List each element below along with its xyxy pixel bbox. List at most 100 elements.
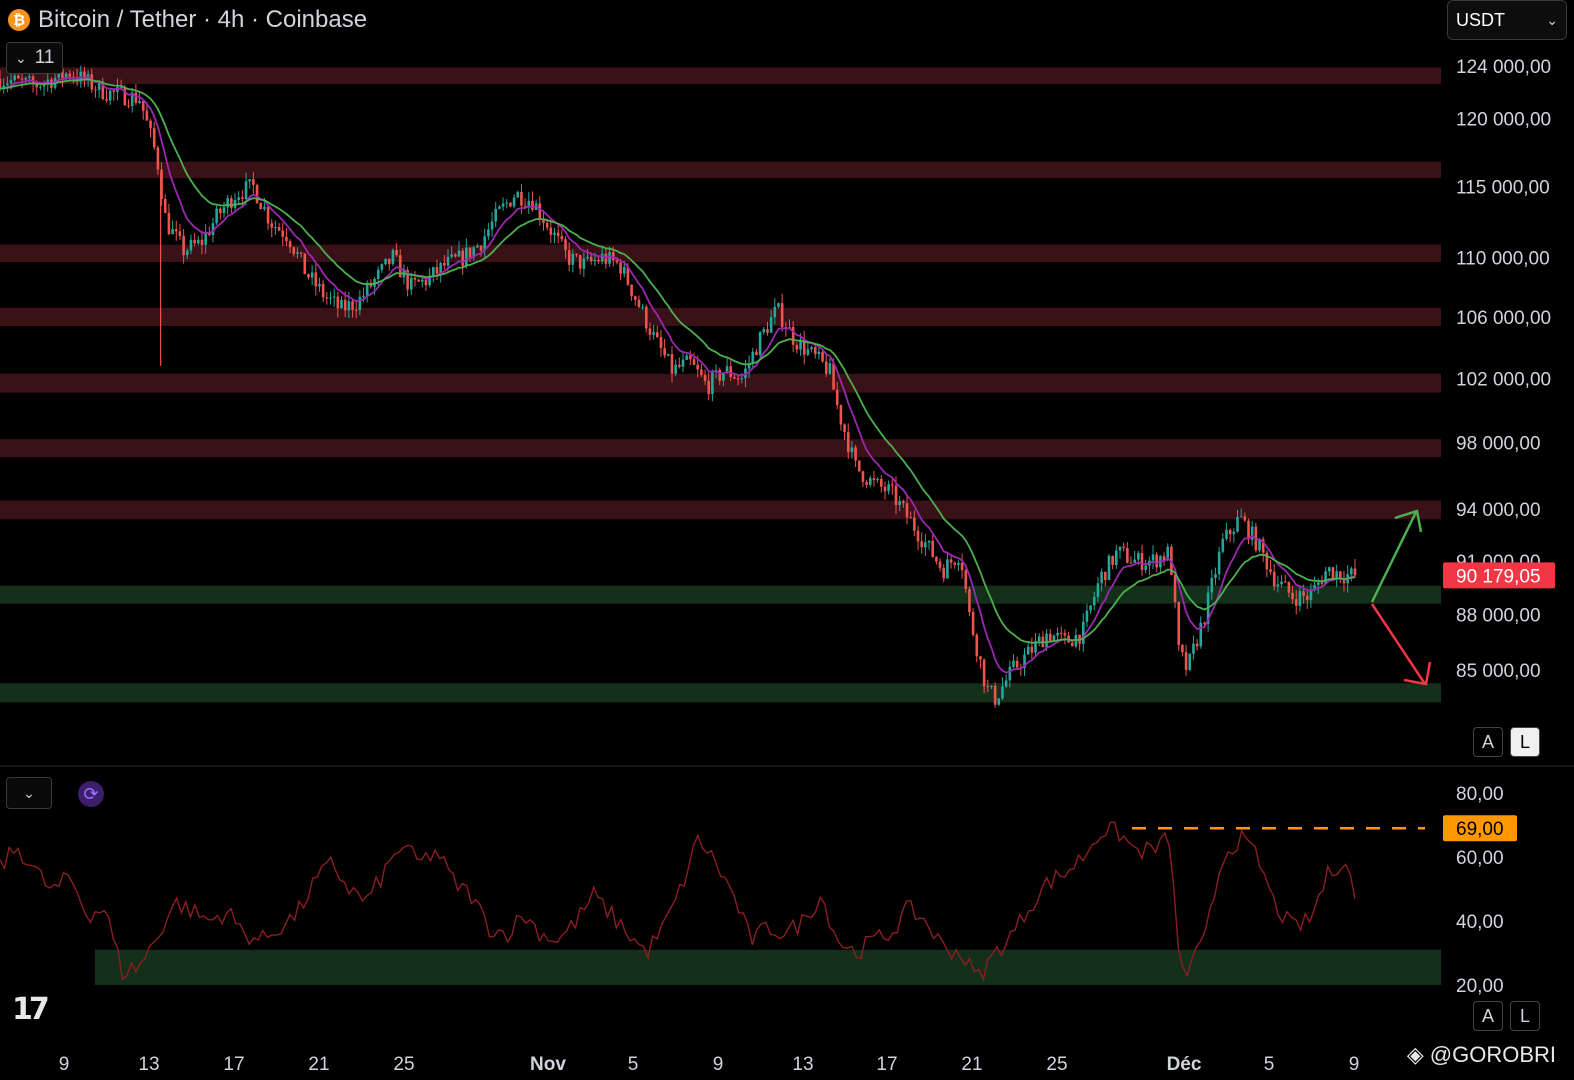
log-scale-button-rsi[interactable]: L — [1510, 1001, 1540, 1031]
candle-body — [740, 378, 744, 380]
candle-body — [138, 100, 141, 103]
candle-body — [707, 380, 711, 395]
binance-diamond-icon: ◈ — [1406, 1042, 1424, 1067]
candle-body — [725, 366, 729, 373]
candle-body — [953, 562, 957, 565]
candle-body — [428, 275, 431, 286]
candle-body — [865, 481, 868, 485]
candle-body — [101, 81, 105, 100]
candle-body — [1122, 546, 1125, 549]
candle-body — [758, 332, 762, 356]
candle-body — [913, 517, 916, 531]
auto-scale-button[interactable]: A — [1473, 727, 1503, 757]
candle-body — [597, 260, 600, 262]
candle-body — [993, 685, 997, 705]
candle-body — [1302, 591, 1305, 596]
price-zones — [0, 67, 1441, 703]
candle-body — [1283, 581, 1287, 583]
candle-body — [2, 85, 5, 89]
candle-body — [1118, 546, 1122, 551]
candle-body — [1313, 584, 1316, 591]
candle-body — [501, 203, 505, 207]
candle-body — [292, 247, 296, 254]
rsi-tick-label: 40,00 — [1456, 912, 1504, 933]
resistance-zone — [0, 307, 1441, 326]
time-tick-label: 5 — [1264, 1054, 1275, 1075]
refresh-icon[interactable]: ⟳ — [78, 781, 104, 807]
candle-body — [1320, 582, 1324, 585]
log-scale-button[interactable]: L — [1510, 727, 1540, 757]
candle-body — [600, 253, 604, 262]
currency-value: USDT — [1456, 9, 1505, 30]
candle-body — [97, 81, 101, 91]
candle-body — [1192, 643, 1195, 654]
auto-scale-button-rsi[interactable]: A — [1473, 1001, 1503, 1031]
candle-body — [321, 284, 325, 298]
candle-body — [222, 207, 226, 214]
candle-body — [476, 245, 479, 248]
candle-body — [1287, 581, 1291, 593]
candle-body — [641, 306, 644, 308]
candle-body — [457, 250, 461, 257]
candle-body — [1294, 599, 1298, 606]
resistance-zone — [0, 67, 1441, 85]
candle-body — [1085, 610, 1089, 622]
candle-body — [376, 269, 380, 279]
candle-body — [729, 366, 733, 378]
candle-body — [108, 90, 112, 101]
candle-body — [94, 89, 97, 91]
candle-body — [1092, 596, 1096, 606]
candle-body — [325, 297, 329, 299]
candle-body — [1133, 559, 1136, 563]
candle-body — [887, 484, 890, 492]
candle-body — [762, 329, 766, 333]
candle-body — [1243, 516, 1247, 521]
time-tick-label: 9 — [1349, 1054, 1360, 1075]
currency-select[interactable]: USDT ⌄ — [1447, 0, 1567, 40]
candle-body — [1276, 584, 1280, 587]
candle-body — [997, 698, 1001, 705]
candle-body — [891, 484, 894, 486]
candle-body — [156, 147, 160, 170]
chevron-down-icon: ⌄ — [15, 49, 27, 66]
chart-header: ₿ Bitcoin / Tether · 4h · Coinbase — [8, 4, 367, 36]
time-tick-label: 5 — [628, 1054, 639, 1075]
candle-body — [226, 198, 229, 208]
candle-body — [773, 306, 777, 318]
rsi-pane-toggle[interactable]: ⌄ — [6, 777, 52, 809]
price-tick-label: 98 000,00 — [1456, 433, 1541, 454]
candle-body — [347, 301, 351, 311]
green-up-arrow — [1370, 511, 1418, 603]
candle-body — [483, 236, 487, 251]
candle-body — [564, 239, 567, 251]
candle-body — [681, 359, 685, 367]
candle-body — [648, 328, 652, 335]
candle-body — [674, 364, 677, 374]
candle-body — [64, 73, 68, 79]
candle-body — [799, 339, 802, 350]
candle-body — [1137, 553, 1140, 560]
time-tick-label: 13 — [138, 1054, 159, 1075]
candle-body — [1236, 517, 1239, 532]
candle-body — [1258, 539, 1261, 551]
candle-body — [982, 659, 986, 687]
candle-body — [163, 199, 167, 213]
indicators-toggle[interactable]: ⌄ 11 — [6, 42, 64, 74]
candle-body — [277, 227, 281, 231]
candle-body — [755, 351, 758, 356]
candle-body — [365, 282, 369, 296]
candle-body — [417, 279, 420, 282]
candle-body — [751, 351, 755, 364]
candle-body — [769, 317, 773, 333]
candle-body — [898, 501, 901, 506]
candle-body — [149, 120, 152, 129]
time-tick-label: 13 — [792, 1054, 813, 1075]
candle-body — [1210, 577, 1214, 593]
candle-body — [824, 361, 828, 374]
candle-body — [520, 191, 523, 206]
candle-body — [924, 542, 927, 548]
candle-body — [549, 227, 553, 235]
support-zone — [0, 683, 1441, 703]
candle-body — [1001, 686, 1004, 699]
candle-body — [1221, 538, 1225, 552]
